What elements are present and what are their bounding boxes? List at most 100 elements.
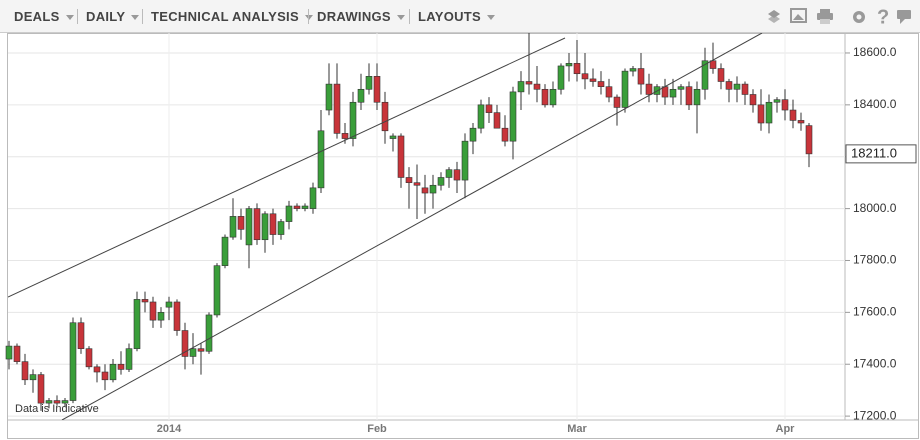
candle-body [573,63,581,75]
candle-body [213,265,221,316]
menu-daily[interactable]: DAILY [86,9,139,24]
candle-body [549,88,557,106]
candle-body [77,322,85,349]
candle-body [277,221,285,235]
candle-body [69,322,77,401]
candle-body [461,140,469,181]
candle-body [133,299,141,349]
candle-body [205,314,213,352]
feedback-icon[interactable] [897,10,911,19]
candle-body [117,363,125,370]
annotation: Data is Indicative [15,403,99,415]
candle-body [781,99,789,111]
candle-body [453,169,461,181]
candle-body [325,83,333,111]
chart-frame [7,33,919,439]
feedback-icon-tail [900,19,905,24]
x-tick-label: 2014 [157,423,182,435]
candle-body [333,83,341,134]
separator [77,9,78,24]
menu-deals[interactable]: DEALS [14,9,74,24]
candle-body [701,60,709,90]
candle-body [709,60,717,69]
candle-body [445,169,453,178]
candle-body [509,91,517,142]
candle-body [197,348,205,352]
candle-body [357,88,365,103]
menu-technical-analysis[interactable]: TECHNICAL ANALYSIS [151,9,313,24]
candle-body [621,70,629,108]
candle-body [381,101,389,132]
candle-body [317,130,325,189]
y-tick-label: 17800.0 [853,253,897,267]
layers-icon[interactable] [768,10,780,18]
candle-body [765,101,773,124]
candle-body [605,86,613,98]
candle-body [13,345,21,362]
candle-body [469,127,477,142]
axes: 17200.017400.017600.017800.018000.018200… [157,45,917,435]
x-tick-label: Mar [567,423,587,435]
candle-body [485,104,493,113]
candle-body [253,208,261,241]
candle-body [589,78,597,82]
x-tick-label: Feb [367,423,387,435]
candle-body [525,81,533,85]
trend-line[interactable] [8,37,566,298]
candle-body [125,348,133,370]
candle-body [165,301,173,308]
candle-body [237,216,245,230]
candle-body [629,68,637,72]
current-price-label: 18211.0 [851,145,897,160]
candle-body [261,213,269,241]
candle-body [797,120,805,124]
y-tick-label: 17200.0 [853,408,897,422]
candle-body [181,330,189,357]
candle-body [437,177,445,186]
help-icon[interactable]: ? [877,6,889,28]
candle-body [565,63,573,67]
candle-body [501,127,509,142]
trend-line[interactable] [61,33,763,420]
candle-body [85,348,93,368]
toolbar: DEALS DAILY TECHNICAL ANALYSIS DRAWINGS … [0,0,920,33]
y-tick-label: 17400.0 [853,356,897,370]
y-tick-label: 18000.0 [853,201,897,215]
print-icon[interactable] [817,13,833,20]
candle-body [517,81,525,93]
candle-body [693,88,701,106]
candle-body [301,205,309,209]
image-icon[interactable] [790,8,807,23]
candle-body [541,88,549,106]
candle-body [21,361,29,381]
y-tick-label: 18600.0 [853,45,897,59]
candle-body [53,400,61,404]
candle-body [757,104,765,124]
candle-body [477,104,485,129]
candle-body [421,187,429,194]
candle-body [149,301,157,321]
candle-body [533,83,541,90]
candle-body [741,83,749,95]
candle-body [229,216,237,238]
y-tick-label: 17600.0 [853,305,897,319]
candle-body [221,236,229,266]
candle-body [677,86,685,90]
candle-body [293,205,301,209]
current-price-box [845,144,917,164]
candle-body [389,135,397,139]
menu-drawings[interactable]: DRAWINGS [317,9,405,24]
candle-body [309,187,317,209]
candle-body [805,125,813,155]
candle-body [557,65,565,90]
x-tick-label: Apr [776,423,796,435]
candle-body [597,81,605,87]
candle-body [789,109,797,121]
candle-body [685,86,693,106]
candle-body [5,345,13,360]
candle-body [365,76,373,90]
menu-layouts[interactable]: LAYOUTS [418,9,495,24]
candle-body [341,133,349,139]
candle-body [669,88,677,98]
grid [8,33,845,420]
